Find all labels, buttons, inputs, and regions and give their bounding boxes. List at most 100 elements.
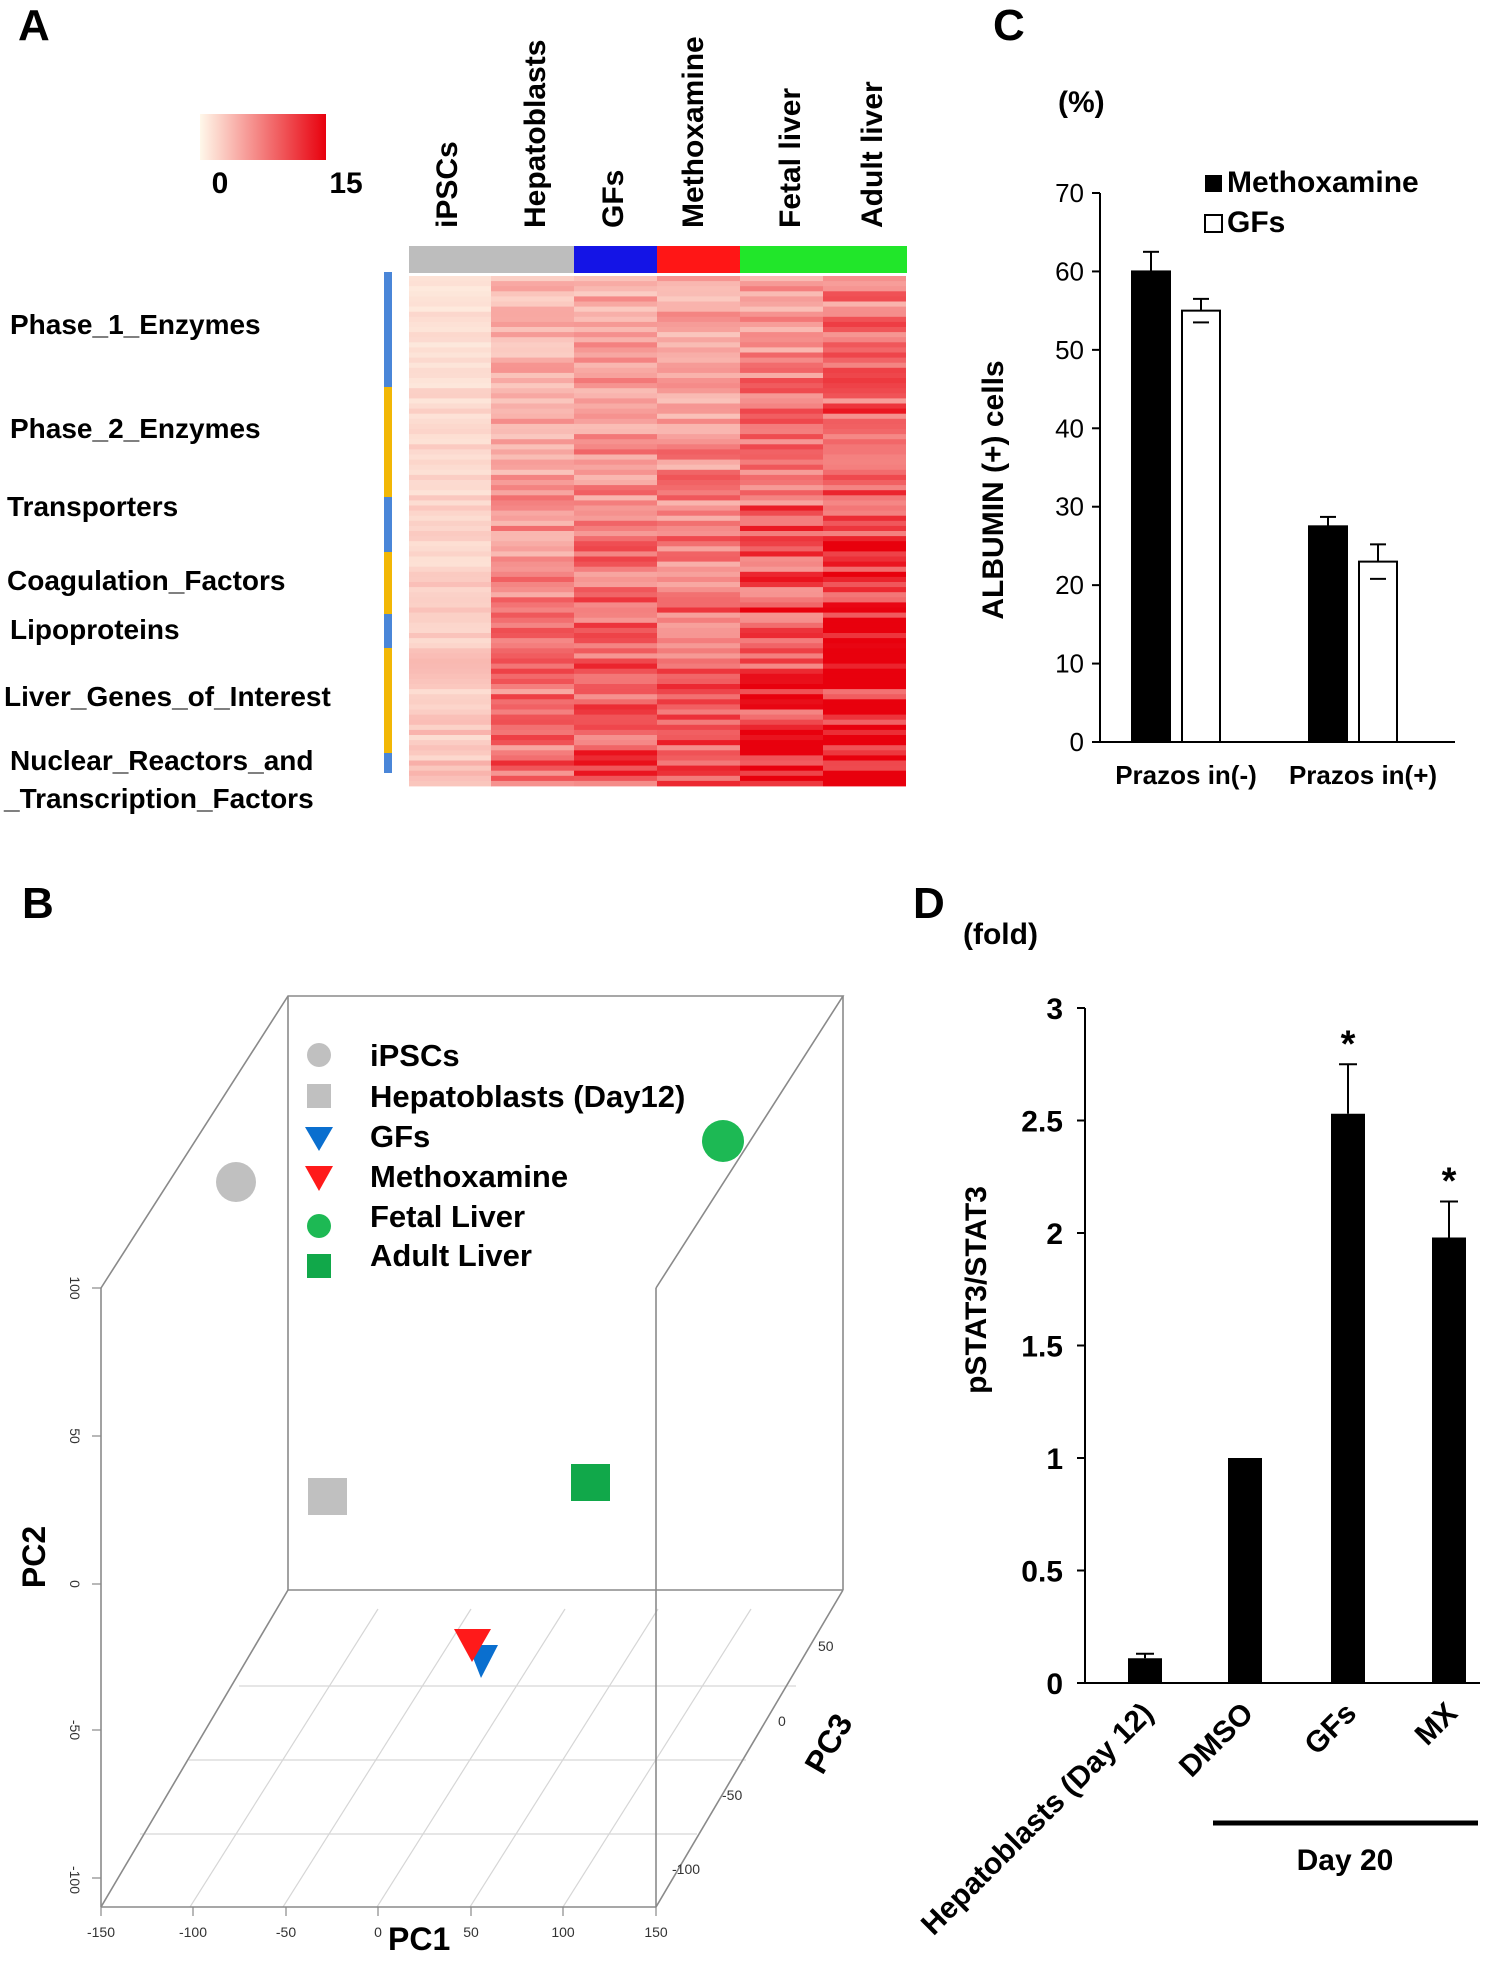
- heatmap-cell: [740, 780, 823, 787]
- heatmap-cell: [409, 724, 492, 731]
- legend-marker-adult-liver: [307, 1254, 331, 1278]
- heatmap-cell: [740, 474, 823, 481]
- pc2-tick-neg100: -100: [67, 1866, 83, 1894]
- heatmap-cell: [491, 536, 574, 542]
- heatmap-cell: [740, 566, 823, 573]
- pc3-tick-neg50: -50: [722, 1787, 742, 1803]
- heatmap-cell: [823, 668, 906, 675]
- heatmap-cell: [409, 643, 492, 649]
- heatmap-cell: [657, 576, 740, 583]
- heatmap-cell: [740, 729, 823, 736]
- heatmap-cell: [740, 301, 823, 307]
- heatmap-cell: [574, 367, 657, 374]
- heatmap-cell: [491, 469, 574, 476]
- heatmap-cell: [574, 765, 657, 772]
- heatmap-cell: [823, 515, 906, 522]
- heatmap-cell: [409, 454, 492, 460]
- heatmap-cell: [657, 663, 740, 670]
- heatmap-cell: [491, 444, 574, 450]
- heatmap-cell: [657, 760, 740, 766]
- heatmap-cell: [823, 291, 906, 297]
- heatmap-cell: [409, 531, 492, 537]
- heatmap-cell: [574, 388, 657, 394]
- pca-point-methoxamine: [454, 1629, 491, 1662]
- heatmap-cell: [409, 760, 492, 766]
- heatmap-cell: [574, 729, 657, 736]
- pc3-ticks: 50 0 -50 -100: [672, 1638, 834, 1877]
- albumin-unit-label: (%): [1058, 86, 1105, 119]
- heatmap-cell: [409, 444, 492, 450]
- heatmap-cell: [409, 464, 492, 471]
- legend-label-gfs-pca: GFs: [370, 1119, 430, 1154]
- heatmap-cell: [657, 434, 740, 440]
- heatmap-cell: [409, 485, 492, 491]
- heatmap-cell: [823, 480, 906, 486]
- heatmap-cell: [491, 770, 574, 777]
- heatmap-cell: [823, 413, 906, 420]
- panel-label-a: A: [18, 1, 50, 50]
- heatmap-cell: [491, 587, 574, 593]
- heatmap-cell: [574, 306, 657, 313]
- heatmap-cell: [409, 755, 492, 761]
- heatmap-cell: [657, 536, 740, 542]
- heatmap-cell: [740, 316, 823, 323]
- heatmap-cell: [823, 745, 906, 751]
- heatmap-cell: [574, 480, 657, 486]
- heatmap-cell: [491, 627, 574, 634]
- heatmap-cell: [409, 393, 492, 399]
- heatmap-col-label-gfs: GFs: [597, 170, 630, 228]
- heatmap-cell: [823, 362, 906, 369]
- heatmap-cell: [409, 495, 492, 501]
- heatmap-cell: [491, 281, 574, 287]
- heatmap-cell: [657, 495, 740, 501]
- heatmap-cell: [574, 286, 657, 292]
- heatmap-cell: [657, 393, 740, 399]
- heatmap-cell: [740, 357, 823, 364]
- heatmap-cell: [823, 638, 906, 644]
- pstat3-bar: [1128, 1658, 1162, 1683]
- row-group-label-nuclear: Nuclear_Reactors_and: [10, 745, 313, 776]
- heatmap-cell: [409, 352, 492, 358]
- heatmap-cell: [574, 684, 657, 690]
- pstat3-unit-label: (fold): [963, 918, 1038, 951]
- heatmap-cell: [740, 719, 823, 726]
- heatmap-cell: [657, 316, 740, 323]
- pc3-tick-0: 0: [778, 1713, 786, 1729]
- heatmap-cell: [823, 429, 906, 435]
- heatmap-cell: [740, 704, 823, 710]
- heatmap-cell: [574, 311, 657, 318]
- heatmap-cells: [409, 276, 906, 787]
- heatmap-cell: [823, 714, 906, 721]
- albumin-y-tick-label: 70: [1055, 178, 1084, 208]
- heatmap-cell: [409, 459, 492, 466]
- heatmap-cell: [657, 765, 740, 772]
- heatmap-cell: [409, 689, 492, 695]
- heatmap-cell: [574, 327, 657, 333]
- heatmap-col-label-ipscs: iPSCs: [431, 141, 464, 228]
- heatmap-cell: [574, 643, 657, 649]
- heatmap-cell: [491, 684, 574, 690]
- heatmap-cell: [657, 643, 740, 649]
- pca-point-ipscs: [216, 1162, 256, 1202]
- pc1-tick-0: 0: [374, 1924, 382, 1940]
- column-group-ipsc: [409, 246, 574, 273]
- heatmap-cell: [409, 694, 492, 700]
- heatmap-cell: [740, 653, 823, 659]
- heatmap-cell: [823, 699, 906, 705]
- heatmap-cell: [491, 393, 574, 399]
- heatmap-cell: [657, 352, 740, 358]
- pstat3-y-tick-label: 1.5: [1021, 1331, 1063, 1364]
- heatmap-cell: [740, 612, 823, 619]
- heatmap-cell: [491, 321, 574, 328]
- heatmap-cell: [740, 485, 823, 491]
- heatmap-cell: [657, 378, 740, 384]
- heatmap-cell: [574, 291, 657, 297]
- heatmap-cell: [491, 617, 574, 624]
- heatmap-cell: [740, 311, 823, 318]
- heatmap-cell: [823, 434, 906, 440]
- heatmap-cell: [491, 311, 574, 318]
- heatmap-cell: [491, 663, 574, 670]
- heatmap-cell: [823, 633, 906, 639]
- heatmap-cell: [823, 367, 906, 374]
- heatmap-cell: [657, 423, 740, 430]
